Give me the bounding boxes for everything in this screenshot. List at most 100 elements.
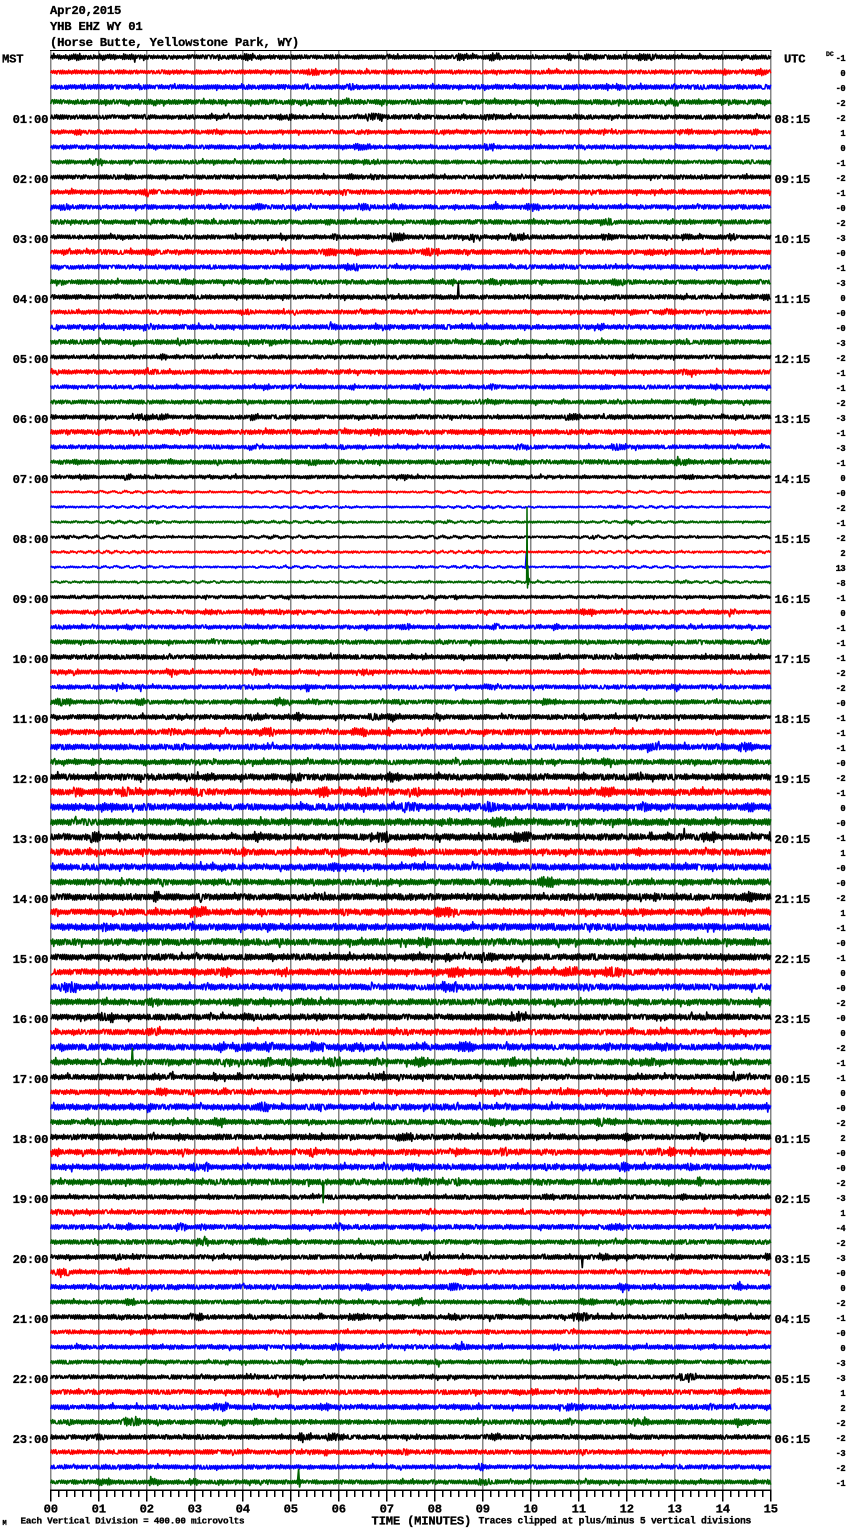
- svg-text:21:00: 21:00: [13, 1313, 49, 1327]
- svg-text:-2: -2: [836, 684, 846, 694]
- svg-text:16:15: 16:15: [775, 593, 811, 607]
- svg-text:-1: -1: [836, 1059, 846, 1069]
- svg-text:1: 1: [840, 1389, 845, 1399]
- svg-text:-2: -2: [836, 1419, 846, 1429]
- svg-text:-1: -1: [836, 954, 846, 964]
- svg-text:-1: -1: [836, 369, 846, 379]
- svg-text:-1: -1: [836, 924, 846, 934]
- svg-text:02:00: 02:00: [13, 173, 49, 187]
- svg-text:10:15: 10:15: [775, 233, 811, 247]
- svg-text:04: 04: [236, 1503, 250, 1517]
- svg-text:-1: -1: [836, 384, 846, 394]
- svg-text:10:00: 10:00: [13, 653, 49, 667]
- svg-text:21:15: 21:15: [775, 893, 811, 907]
- svg-text:17:15: 17:15: [775, 653, 811, 667]
- svg-text:2: 2: [840, 549, 845, 559]
- svg-text:-0: -0: [836, 1149, 846, 1159]
- svg-text:01: 01: [92, 1503, 106, 1517]
- svg-text:08: 08: [428, 1503, 442, 1517]
- svg-text:-3: -3: [836, 234, 846, 244]
- svg-text:12:15: 12:15: [775, 353, 811, 367]
- svg-text:07:00: 07:00: [13, 473, 49, 487]
- svg-text:0: 0: [840, 474, 845, 484]
- svg-text:UTC: UTC: [784, 53, 805, 67]
- svg-text:05: 05: [284, 1503, 298, 1517]
- svg-text:16:00: 16:00: [13, 1013, 49, 1027]
- svg-text:-0: -0: [836, 1104, 846, 1114]
- svg-text:-0: -0: [836, 1329, 846, 1339]
- svg-text:-2: -2: [836, 219, 846, 229]
- svg-text:0: 0: [840, 969, 845, 979]
- svg-text:0: 0: [840, 804, 845, 814]
- svg-text:-2: -2: [836, 399, 846, 409]
- svg-text:-3: -3: [836, 444, 846, 454]
- svg-text:-2: -2: [836, 354, 846, 364]
- svg-text:Apr20,2015: Apr20,2015: [50, 4, 121, 18]
- svg-text:15:00: 15:00: [13, 953, 49, 967]
- svg-text:-1: -1: [836, 729, 846, 739]
- svg-text:TIME (MINUTES): TIME (MINUTES): [372, 1515, 472, 1529]
- svg-text:08:00: 08:00: [13, 533, 49, 547]
- svg-text:-0: -0: [836, 84, 846, 94]
- svg-text:09:00: 09:00: [13, 593, 49, 607]
- svg-text:-1: -1: [836, 459, 846, 469]
- svg-text:10: 10: [524, 1503, 538, 1517]
- svg-text:-0: -0: [836, 759, 846, 769]
- svg-text:-0: -0: [836, 819, 846, 829]
- svg-text:-2: -2: [836, 1299, 846, 1309]
- svg-text:09: 09: [476, 1503, 490, 1517]
- svg-text:14: 14: [716, 1503, 730, 1517]
- svg-text:-1: -1: [836, 714, 846, 724]
- svg-text:-2: -2: [836, 669, 846, 679]
- svg-text:1: 1: [840, 849, 845, 859]
- svg-text:-2: -2: [836, 999, 846, 1009]
- svg-text:-2: -2: [836, 1179, 846, 1189]
- svg-text:20:15: 20:15: [775, 833, 811, 847]
- svg-text:-2: -2: [836, 534, 846, 544]
- svg-text:-1: -1: [836, 54, 846, 64]
- svg-text:-2: -2: [836, 1239, 846, 1249]
- svg-text:-8: -8: [836, 579, 846, 589]
- svg-text:-1: -1: [836, 1314, 846, 1324]
- svg-text:19:15: 19:15: [775, 773, 811, 787]
- svg-text:05:15: 05:15: [775, 1373, 811, 1387]
- svg-text:03:00: 03:00: [13, 233, 49, 247]
- svg-text:-0: -0: [836, 324, 846, 334]
- svg-text:11:15: 11:15: [775, 293, 811, 307]
- svg-text:2: 2: [840, 1404, 845, 1414]
- svg-text:-3: -3: [836, 1194, 846, 1204]
- svg-text:-0: -0: [836, 879, 846, 889]
- svg-text:-1: -1: [836, 1479, 846, 1489]
- svg-text:00: 00: [44, 1503, 58, 1517]
- svg-text:-3: -3: [836, 1254, 846, 1264]
- svg-text:(Horse Butte, Yellowstone Park: (Horse Butte, Yellowstone Park, WY): [50, 36, 299, 50]
- svg-text:M: M: [3, 1520, 7, 1528]
- svg-text:-1: -1: [836, 654, 846, 664]
- svg-text:04:15: 04:15: [775, 1313, 811, 1327]
- svg-text:20:00: 20:00: [13, 1253, 49, 1267]
- svg-text:0: 0: [840, 1344, 845, 1354]
- svg-text:22:00: 22:00: [13, 1373, 49, 1387]
- svg-text:-1: -1: [836, 789, 846, 799]
- svg-text:15:15: 15:15: [775, 533, 811, 547]
- svg-text:18:15: 18:15: [775, 713, 811, 727]
- svg-text:-1: -1: [836, 189, 846, 199]
- svg-text:-0: -0: [836, 309, 846, 319]
- svg-text:0: 0: [840, 1089, 845, 1099]
- svg-text:-2: -2: [836, 1464, 846, 1474]
- svg-text:0: 0: [840, 1029, 845, 1039]
- svg-text:-2: -2: [836, 1434, 846, 1444]
- svg-text:-2: -2: [836, 504, 846, 514]
- svg-text:23:00: 23:00: [13, 1433, 49, 1447]
- svg-text:12:00: 12:00: [13, 773, 49, 787]
- svg-text:-2: -2: [836, 99, 846, 109]
- svg-text:04:00: 04:00: [13, 293, 49, 307]
- svg-text:13:15: 13:15: [775, 413, 811, 427]
- svg-text:-3: -3: [836, 1359, 846, 1369]
- svg-text:-1: -1: [836, 639, 846, 649]
- svg-text:02: 02: [140, 1503, 154, 1517]
- svg-text:-1: -1: [836, 594, 846, 604]
- svg-text:-0: -0: [836, 489, 846, 499]
- svg-text:02:15: 02:15: [775, 1193, 811, 1207]
- svg-text:-0: -0: [836, 1164, 846, 1174]
